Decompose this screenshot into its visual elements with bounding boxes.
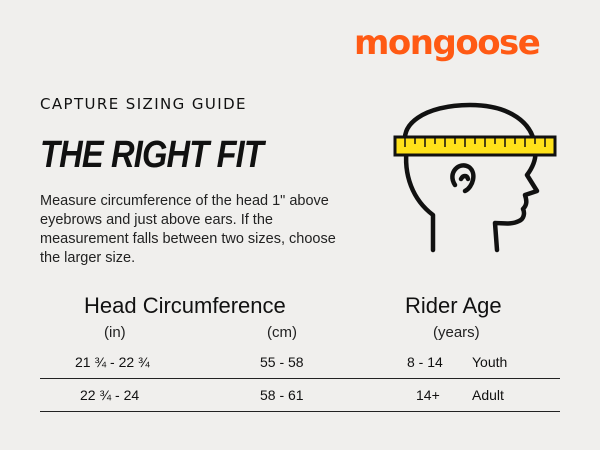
page-title: THE RIGHT FIT [40, 134, 264, 176]
cell-age: 8 - 14 [407, 354, 443, 370]
measurement-instructions: Measure circumference of the head 1" abo… [40, 193, 336, 266]
unit-years: (years) [433, 324, 480, 341]
head-measuring-tape-icon [393, 102, 557, 253]
cell-centimeters: 55 - 58 [260, 354, 304, 370]
rider-age-heading: Rider Age [405, 293, 502, 318]
cell-rider-label: Adult [472, 387, 504, 403]
cell-rider-label: Youth [472, 354, 508, 370]
table-row: 22 ¾ - 24 58 - 61 14+ Adult [40, 378, 560, 412]
head-circumference-heading: Head Circumference [84, 293, 286, 318]
mongoose-logo: mongoose [354, 23, 541, 63]
unit-centimeters: (cm) [267, 324, 297, 341]
cell-age: 14+ [416, 387, 440, 403]
eyebrow-heading: CAPTURE SIZING GUIDE [40, 95, 247, 113]
table-row: 21 ¾ - 22 ¾ 55 - 58 8 - 14 Youth [40, 346, 560, 378]
cell-centimeters: 58 - 61 [260, 387, 304, 403]
unit-inches: (in) [104, 324, 126, 341]
cell-inches: 21 ¾ - 22 ¾ [75, 354, 150, 370]
cell-inches: 22 ¾ - 24 [80, 387, 140, 403]
